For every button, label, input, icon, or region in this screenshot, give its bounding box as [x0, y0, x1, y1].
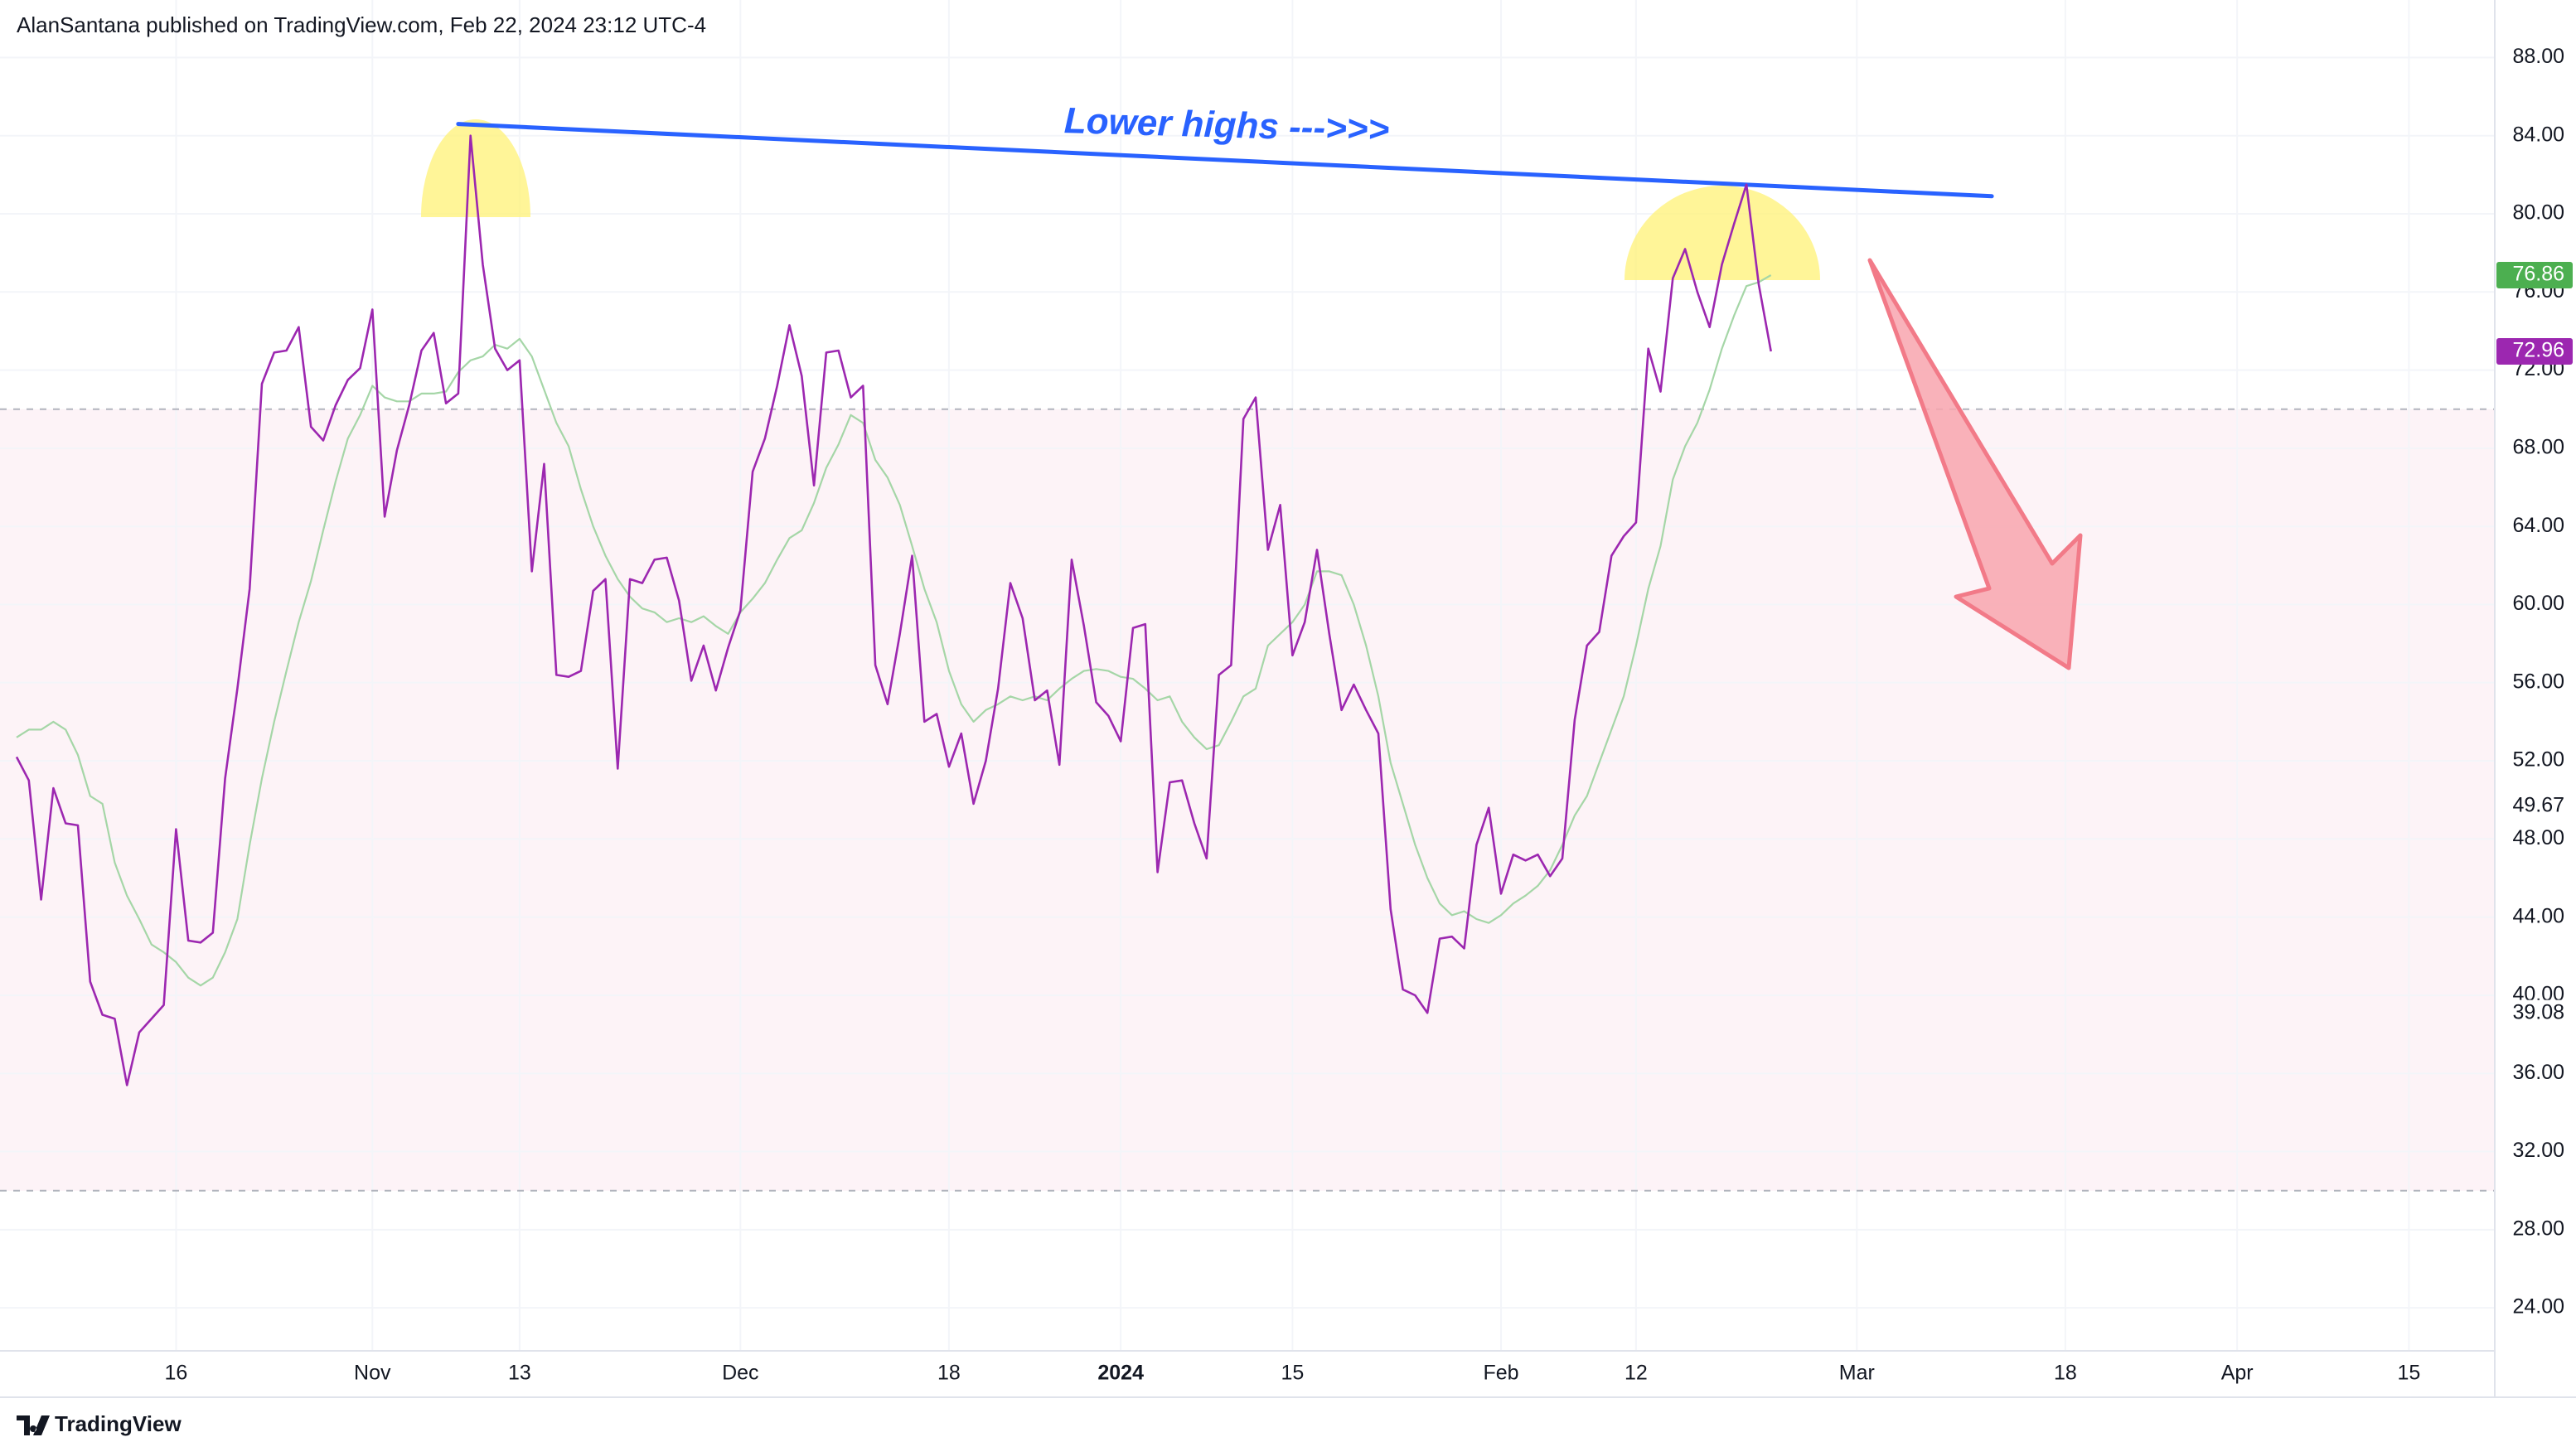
lines — [15, 122, 1994, 1086]
grid — [0, 0, 2495, 1351]
x-tick-label: Apr — [2221, 1362, 2254, 1385]
price-label-box — [2496, 793, 2573, 820]
x-tick-label: 18 — [2054, 1362, 2077, 1385]
x-tick-label: 13 — [508, 1362, 531, 1385]
series-line — [16, 274, 1772, 987]
y-tick-label: 32.00 — [2512, 1139, 2564, 1162]
highlight-left — [421, 119, 530, 217]
x-tick-label: Feb — [1483, 1362, 1518, 1385]
header: AlanSantana published on TradingView.com… — [17, 12, 706, 37]
x-tick-label: 2024 — [1097, 1362, 1144, 1385]
price-label-box — [2496, 262, 2573, 289]
series-line — [15, 134, 1772, 1086]
y-tick-label: 68.00 — [2512, 436, 2564, 459]
y-tick-label: 88.00 — [2512, 45, 2564, 68]
highlight-right — [1625, 186, 1820, 280]
trendline — [456, 122, 1994, 199]
x-tick-label: 16 — [165, 1362, 188, 1385]
y-tick-label: 64.00 — [2512, 514, 2564, 537]
y-tick-label: 44.00 — [2512, 904, 2564, 927]
x-tick-label: 15 — [1281, 1362, 1304, 1385]
y-tick-label: 36.00 — [2512, 1061, 2564, 1084]
price-label-box — [2496, 337, 2573, 365]
x-tick-label: Mar — [1839, 1362, 1875, 1385]
axes: 24.0028.0032.0036.0040.0044.0048.0052.00… — [165, 45, 2573, 1385]
y-tick-label: 48.00 — [2512, 826, 2564, 849]
x-tick-label: 15 — [2397, 1362, 2420, 1385]
price-label-box — [2496, 999, 2573, 1027]
y-tick-label: 80.00 — [2512, 201, 2564, 225]
price-label: 72.96 — [2512, 339, 2564, 362]
price-label: 39.08 — [2512, 1000, 2564, 1023]
y-tick-label: 84.00 — [2512, 123, 2564, 146]
y-tick-label: 60.00 — [2512, 592, 2564, 615]
price-label: 49.67 — [2512, 794, 2564, 817]
price-label: 76.86 — [2512, 263, 2564, 286]
y-tick-label: 56.00 — [2512, 670, 2564, 693]
x-tick-label: 12 — [1625, 1362, 1648, 1385]
y-tick-label: 52.00 — [2512, 748, 2564, 772]
y-tick-label: 24.00 — [2512, 1295, 2564, 1319]
tradingview-logo — [17, 1415, 50, 1435]
x-tick-label: Nov — [354, 1362, 391, 1385]
x-tick-label: 18 — [937, 1362, 961, 1385]
y-tick-label: 28.00 — [2512, 1217, 2564, 1240]
annotation-text: Lower highs --->>> — [1063, 100, 1390, 150]
footer-brand: TradingView — [55, 1411, 182, 1436]
x-tick-label: Dec — [722, 1362, 758, 1385]
down-arrow — [1867, 258, 2083, 670]
